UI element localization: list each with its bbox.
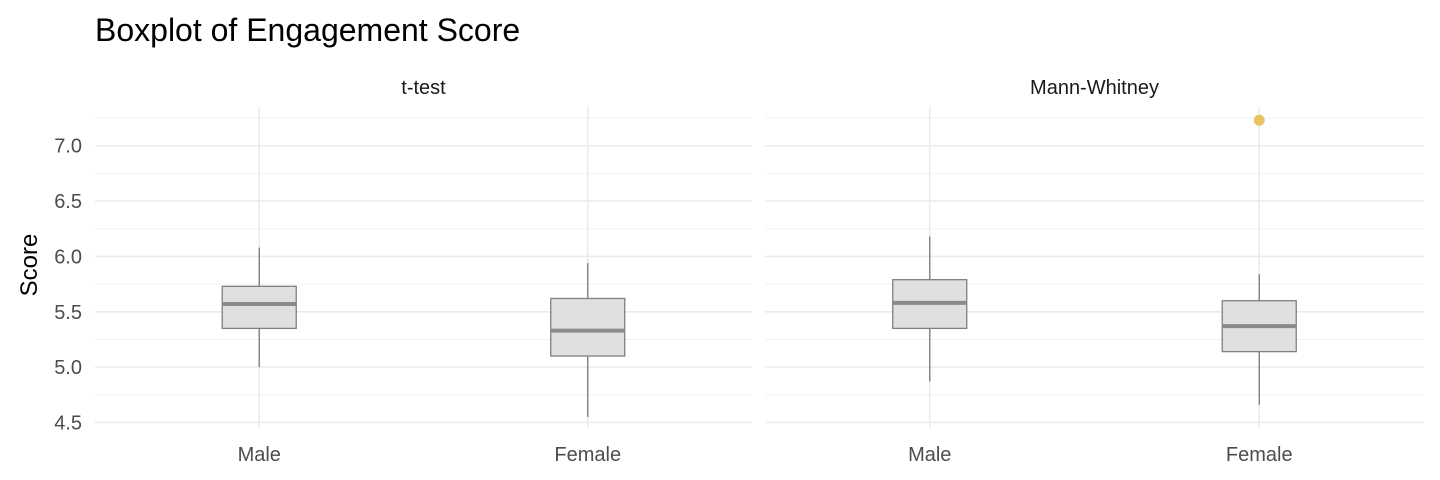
box-male [892, 236, 968, 382]
box-female [1221, 114, 1297, 405]
box-iqr [550, 297, 626, 357]
facet-strip-label: t-test [401, 77, 446, 99]
x-tick-label: Female [1226, 444, 1293, 466]
y-tick-label: 5.0 [54, 357, 82, 379]
y-tick-label: 6.5 [54, 191, 82, 213]
outlier-point [1253, 114, 1265, 126]
box-female [550, 263, 626, 417]
y-tick-label: 7.0 [54, 136, 82, 158]
chart-title: Boxplot of Engagement Score [95, 12, 520, 48]
y-tick-label: 6.0 [54, 246, 82, 268]
box-male [221, 247, 297, 368]
x-tick-label: Female [554, 444, 621, 466]
x-tick-label: Male [908, 444, 951, 466]
y-axis-label: Score [16, 234, 43, 297]
y-tick-label: 5.5 [54, 302, 82, 324]
facet-panel-2: Mann-Whitney Male Female [765, 77, 1424, 466]
x-tick-label: Male [238, 444, 281, 466]
y-tick-label: 4.5 [54, 412, 82, 434]
facet-strip-label: Mann-Whitney [1030, 77, 1159, 99]
box-iqr [221, 285, 297, 330]
facet-panel-1: t-test 4.5 5.0 5.5 6.0 6.5 7.0 Male Female [54, 77, 752, 466]
